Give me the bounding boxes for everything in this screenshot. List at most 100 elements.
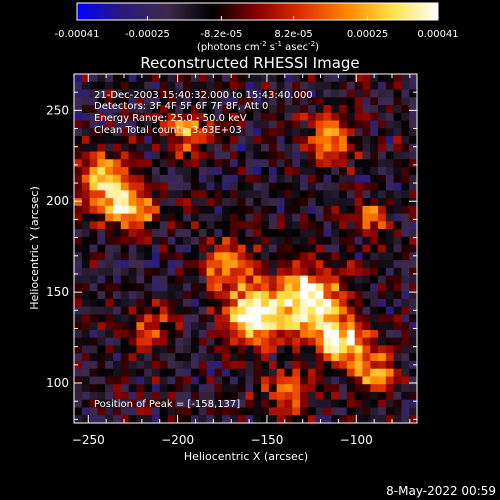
- heatmap-cell: [175, 221, 184, 230]
- heatmap-cell: [159, 329, 169, 339]
- heatmap-cell: [167, 159, 176, 168]
- heatmap-cell: [206, 275, 215, 284]
- heatmap-cell: [354, 105, 364, 114]
- heatmap-cell: [190, 229, 200, 238]
- heatmap-cell: [167, 151, 176, 160]
- heatmap-cell: [190, 143, 200, 153]
- heatmap-cell: [159, 407, 169, 416]
- heatmap-cell: [74, 267, 83, 277]
- heatmap-cell: [120, 368, 130, 378]
- heatmap-cell: [159, 112, 169, 122]
- heatmap-cell: [315, 368, 325, 378]
- heatmap-cell: [190, 283, 200, 292]
- heatmap-cell: [362, 89, 371, 98]
- heatmap-cell: [261, 159, 270, 168]
- heatmap-cell: [136, 376, 145, 385]
- heatmap-cell: [370, 298, 379, 308]
- heatmap-cell: [276, 399, 286, 409]
- heatmap-cell: [370, 190, 379, 199]
- heatmap-cell: [112, 105, 122, 114]
- heatmap-cell: [74, 322, 83, 331]
- heatmap-cell: [167, 407, 176, 416]
- heatmap-cell: [401, 260, 410, 269]
- heatmap-cell: [292, 151, 301, 160]
- heatmap-cell: [300, 399, 309, 409]
- heatmap-cell: [144, 229, 153, 238]
- heatmap-cell: [292, 306, 301, 316]
- heatmap-cell: [151, 337, 161, 347]
- footer-date: 8-May-2022 00:59: [386, 484, 496, 498]
- heatmap-cell: [245, 128, 254, 137]
- heatmap-cell: [323, 105, 332, 114]
- heatmap-cell: [307, 174, 317, 184]
- heatmap-cell: [89, 244, 98, 253]
- heatmap-cell: [409, 376, 417, 385]
- heatmap-cell: [190, 221, 200, 230]
- heatmap-cell: [378, 415, 387, 423]
- heatmap-cell: [206, 143, 215, 153]
- heatmap-cell: [89, 89, 98, 98]
- heatmap-cell: [362, 298, 371, 308]
- heatmap-cell: [307, 399, 317, 409]
- heatmap-cell: [409, 298, 417, 308]
- heatmap-cell: [81, 384, 91, 393]
- heatmap-cell: [183, 229, 192, 238]
- heatmap-cell: [261, 298, 270, 308]
- heatmap-cell: [89, 306, 98, 316]
- heatmap-cell: [409, 345, 417, 354]
- heatmap-cell: [276, 236, 286, 246]
- heatmap-cell: [378, 345, 387, 354]
- heatmap-cell: [323, 306, 332, 316]
- heatmap-cell: [136, 399, 145, 409]
- heatmap-cell: [331, 291, 340, 300]
- heatmap-cell: [112, 267, 122, 277]
- heatmap-cell: [393, 415, 403, 423]
- heatmap-cell: [268, 182, 278, 191]
- heatmap-cell: [385, 112, 395, 122]
- heatmap-cell: [128, 74, 137, 83]
- heatmap-cell: [362, 159, 371, 168]
- heatmap-cell: [167, 136, 176, 145]
- heatmap-cell: [136, 298, 145, 308]
- heatmap-cell: [331, 244, 340, 253]
- heatmap-cell: [237, 89, 247, 98]
- heatmap-cell: [190, 376, 200, 385]
- heatmap-cell: [362, 306, 371, 316]
- heatmap-cell: [300, 291, 309, 300]
- heatmap-cell: [198, 314, 208, 323]
- heatmap-cell: [120, 97, 130, 106]
- heatmap-cell: [144, 267, 153, 277]
- heatmap-cell: [190, 167, 200, 176]
- heatmap-cell: [354, 120, 364, 129]
- heatmap-cell: [237, 205, 247, 215]
- heatmap-cell: [89, 213, 98, 222]
- heatmap-cell: [151, 306, 161, 316]
- heatmap-cell: [105, 322, 114, 331]
- heatmap-cell: [261, 399, 270, 409]
- heatmap-cell: [120, 120, 130, 129]
- heatmap-cell: [245, 407, 254, 416]
- heatmap-cell: [105, 97, 114, 106]
- heatmap-cell: [261, 81, 270, 91]
- heatmap-cell: [315, 205, 325, 215]
- heatmap-cell: [175, 353, 184, 362]
- heatmap-cell: [300, 360, 309, 370]
- heatmap-cell: [245, 97, 254, 106]
- heatmap-cell: [362, 384, 371, 393]
- heatmap-cell: [237, 360, 247, 370]
- heatmap-cell: [175, 244, 184, 253]
- heatmap-cell: [81, 97, 91, 106]
- heatmap-cell: [120, 190, 130, 199]
- heatmap-cell: [331, 376, 340, 385]
- heatmap-cell: [393, 167, 403, 176]
- heatmap-cell: [354, 298, 364, 308]
- heatmap-cell: [198, 198, 208, 207]
- heatmap-cell: [128, 159, 137, 168]
- heatmap-cell: [245, 221, 254, 230]
- heatmap-cell: [268, 368, 278, 378]
- heatmap-cell: [354, 283, 364, 292]
- heatmap-cell: [159, 105, 169, 114]
- heatmap-cell: [144, 345, 153, 354]
- heatmap-cell: [89, 112, 98, 122]
- heatmap-cell: [307, 89, 317, 98]
